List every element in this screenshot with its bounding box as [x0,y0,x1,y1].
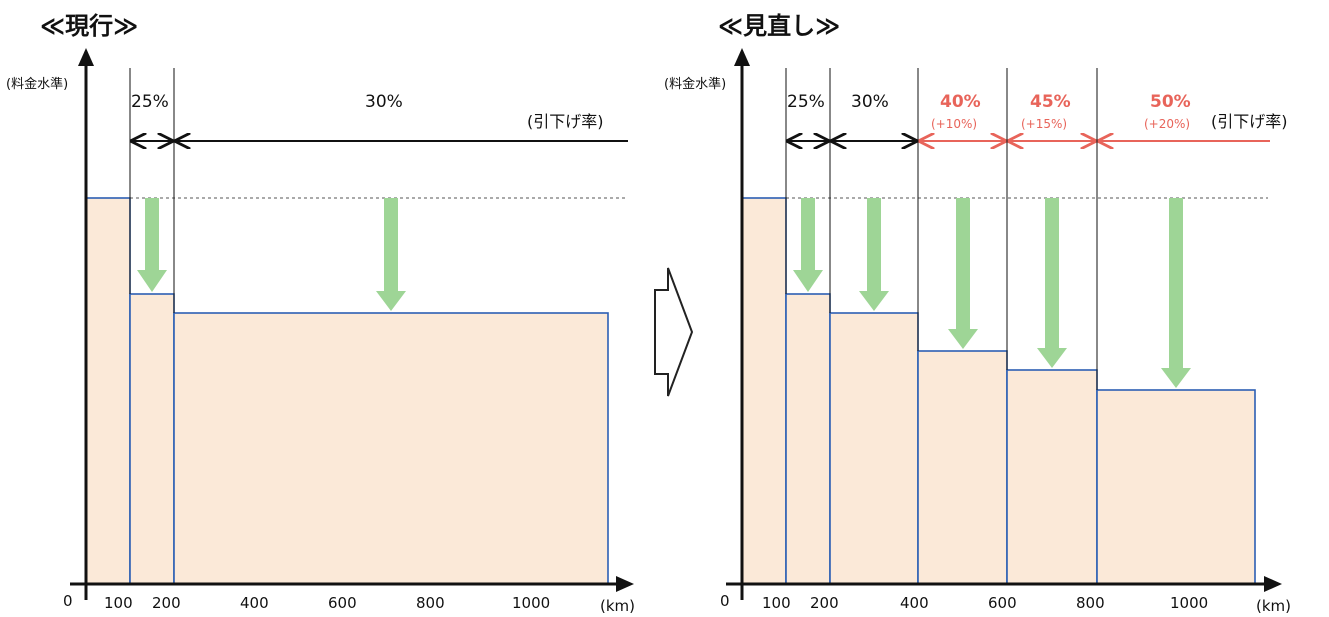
x-tick-label: 400 [240,594,269,612]
x-origin-label: 0 [720,592,730,610]
rate-label-highlight: 45% [1030,92,1071,112]
x-tick-label: 100 [762,594,791,612]
x-tick-label: 1000 [1170,594,1208,612]
fare-bar-800-plus [1096,389,1256,585]
x-unit-label: (km) [600,597,635,613]
fare-bar-200-400 [829,312,919,585]
rate-label-highlight: 40% [940,92,981,112]
rate-delta-label: (+15%) [1021,117,1067,131]
y-axis-label: (料金水準) [6,76,68,92]
reduction-rate-label: (引下げ率) [527,112,604,131]
panel-current: ≪現行≫ (料金水準) 25% 30% (引下げ率) 0 100 200 400 [6,12,635,615]
x-tick-label: 1000 [512,594,550,612]
reduction-arrow-icon [1161,198,1191,388]
rate-label: 25% [131,92,169,112]
rate-label: 30% [851,92,889,112]
x-origin-label: 0 [63,592,73,610]
rate-label: 30% [365,92,403,112]
fare-bar-200-plus [173,312,609,585]
x-tick-label: 200 [810,594,839,612]
fare-bar-600-800 [1006,369,1098,585]
fare-bar-0-100 [741,197,787,585]
x-tick-label: 400 [900,594,929,612]
x-tick-label: 100 [104,594,133,612]
y-axis-label: (料金水準) [664,76,726,92]
x-tick-label: 600 [328,594,357,612]
panel-title: ≪見直し≫ [718,12,840,40]
panel-revised: ≪見直し≫ (料金水準) 25% 30% 40% (+10%) 45% (+15… [664,12,1291,615]
rate-delta-label: (+10%) [931,117,977,131]
rate-delta-label: (+20%) [1144,117,1190,131]
reduction-arrow-icon [137,198,167,292]
reduction-arrow-icon [376,198,406,311]
reduction-arrow-icon [1037,198,1067,368]
rate-label: 25% [787,92,825,112]
rate-label-highlight: 50% [1150,92,1191,112]
reduction-arrow-icon [859,198,889,311]
reduction-arrows [793,198,1191,388]
reduction-arrow-icon [793,198,823,292]
reduction-arrows [137,198,406,311]
reduction-rate-label: (引下げ率) [1211,112,1288,131]
arrow-right-icon [654,267,694,397]
reduction-arrow-icon [948,198,978,349]
x-tick-label: 600 [988,594,1017,612]
fare-bar-100-200 [129,293,175,585]
fare-bar-0-100 [85,197,131,585]
x-axis-arrow-icon [1264,576,1282,592]
x-unit-label: (km) [1256,597,1291,613]
y-axis-arrow-icon [78,48,94,66]
x-tick-label: 800 [1076,594,1105,612]
fare-bar-400-600 [917,350,1008,585]
x-tick-label: 200 [152,594,181,612]
fare-bar-100-200 [785,293,831,585]
x-tick-label: 800 [416,594,445,612]
y-axis-arrow-icon [734,48,750,66]
panel-title: ≪現行≫ [40,12,138,40]
x-axis-arrow-icon [616,576,634,592]
